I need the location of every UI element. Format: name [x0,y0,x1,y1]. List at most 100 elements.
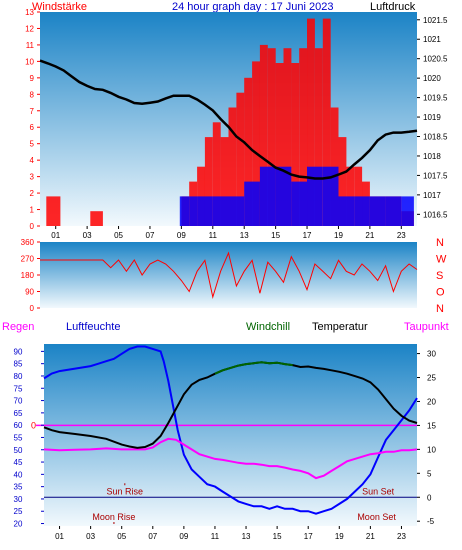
pressure-label: Luftdruck [370,1,416,13]
wind-speed-label: Windstärke [32,1,87,13]
wind-gust-bar [338,196,355,226]
time-tick-label: 13 [240,231,249,240]
temperature-tick-label: 25 [427,374,436,383]
time-tick-label: 09 [179,532,188,541]
wind-speed-tick-label: 1 [30,206,35,215]
time-tick-label: 11 [211,532,220,541]
time-tick-label: 15 [271,231,280,240]
wind-gust-bar [322,166,339,226]
wind-gust-bar [385,196,402,226]
wind-speed-bar [267,48,276,227]
time-tick-label: 07 [146,231,155,240]
wind-speed-bar [338,137,347,226]
time-tick-label: 11 [209,231,218,240]
legend-humidity: Luftfeuchte [66,321,120,333]
windchill-line [214,361,293,375]
temperature-tick-label: 30 [427,350,436,359]
wind-gust-bar [291,181,307,226]
temperature-panel [44,344,417,526]
wind-gust-bar [401,196,414,226]
wind-speed-tick-label: 10 [25,57,34,66]
time-tick-label: 15 [273,532,282,541]
time-tick-label: 13 [242,532,251,541]
pressure-tick-label: 1017 [423,191,441,200]
wind-speed-tick-label: 11 [26,41,35,50]
time-tick-label: 23 [397,532,406,541]
temperature-axis: -5 0 5 10 15 20 25 30 [417,350,436,526]
humidity-tick-label: 35 [14,483,23,492]
wind-gust-series [179,166,414,226]
dewpoint-line [43,437,418,480]
wind-speed-tick-label: 4 [30,156,35,165]
wind-speed-bar [283,48,292,227]
wind-gust-bar [244,181,260,226]
pressure-tick-label: 1021 [423,35,441,44]
compass-label: N [436,303,444,315]
moon-set-label: Moon Set [357,512,396,522]
wind-gust-bar [189,196,198,226]
humidity-tick-label: 60 [14,421,23,430]
sun-set-label: Sun Set [362,486,395,496]
wind-speed-bar [259,44,268,227]
wind-speed-bar [204,137,213,226]
wind-gust-bar [197,196,213,226]
wind-gust-bar [369,196,386,226]
humidity-tick-label: 90 [14,347,23,356]
wind-speed-tick-label: 13 [25,8,34,17]
wind-speed-bar [299,48,308,227]
wind-gust-bar [179,196,190,226]
time-tick-label: 21 [365,231,374,240]
wind-direction-tick-label: 270 [21,255,35,264]
humidity-tick-label: 45 [14,458,23,467]
time-tick-label: 05 [117,532,126,541]
humidity-tick-label: 75 [14,384,23,393]
wind-speed-tick-label: 8 [30,90,35,99]
pressure-tick-label: 1020 [423,74,441,83]
legend-windchill: Windchill [246,321,290,333]
legend-temperature: Temperatur [312,321,368,333]
legend-rain: Regen [2,321,34,333]
pressure-line [39,59,418,180]
wind-direction-tick-label: 360 [21,238,35,247]
temperature-tick-label: 20 [427,397,436,406]
wind-speed-bar [354,166,363,226]
temperature-tick-label: 15 [427,421,436,430]
humidity-tick-label: 50 [14,446,23,455]
wind-speed-bar [220,137,229,226]
time-tick-label: 07 [148,532,157,541]
wind-speed-bar [244,77,253,226]
humidity-tick-label: 80 [14,372,23,381]
wind-direction-tick-label: 180 [21,271,35,280]
pressure-tick-label: 1019.5 [423,94,448,103]
wind-speed-bar [314,48,323,227]
time-tick-label: 17 [304,532,313,541]
humidity-tick-label: 40 [14,470,23,479]
wind-gust-bar [259,166,276,226]
time-tick-label: 19 [334,231,343,240]
humidity-tick-label: 70 [14,397,23,406]
compass-label: O [436,287,445,299]
wind-speed-bar [197,166,205,226]
wind-direction-line [40,251,418,299]
pressure-tick-label: 1019 [423,113,441,122]
compass-label: W [436,254,447,266]
wind-speed-tick-label: 6 [30,123,35,132]
wind-speed-tick-label: 7 [30,107,35,116]
pressure-tick-label: 1020.5 [423,55,448,64]
wind-direction-tick-label: 90 [25,288,34,297]
time-tick-label: 23 [397,231,406,240]
wind-gust-bar [275,166,292,226]
wind-speed-bar [46,196,61,226]
pressure-tick-label: 1016.5 [423,210,448,219]
time-tick-label: 09 [177,231,186,240]
humidity-tick-label: 65 [14,409,23,418]
humidity-tick-label: 30 [14,495,23,504]
time-tick-label: 21 [366,532,375,541]
temperature-tick-label: 5 [427,469,432,478]
wind-speed-bar [236,92,245,226]
pressure-tick-label: 1018.5 [423,133,448,142]
wind-speed-bar [322,18,331,226]
time-tick-label: 19 [335,532,344,541]
